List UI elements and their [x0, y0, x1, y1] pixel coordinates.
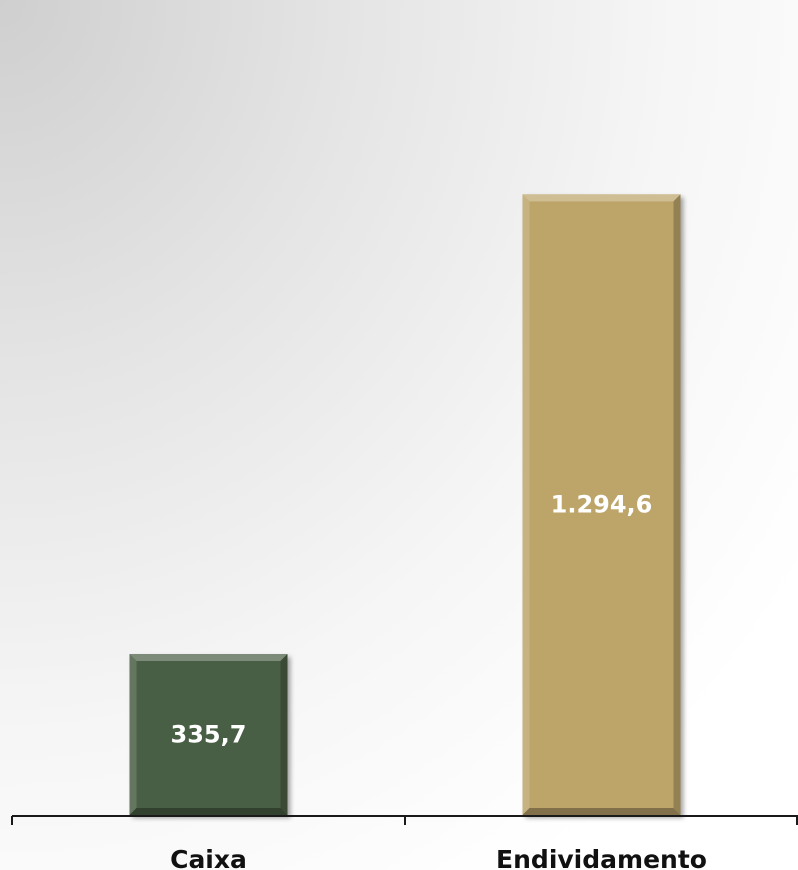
bar-bevel-right	[280, 654, 288, 815]
bar-bevel-bottom	[129, 808, 288, 815]
x-tick-label-caixa: Caixa	[170, 845, 247, 870]
labels-layer: 335,7 Caixa 1.294,6 Endividamento	[170, 491, 707, 870]
bar-bevel-right	[673, 194, 681, 816]
data-label-caixa: 335,7	[171, 721, 247, 749]
bar-caixa	[129, 654, 288, 815]
bar-body	[522, 194, 681, 816]
bar-body	[129, 654, 288, 815]
bar-bevel-top	[522, 194, 681, 202]
x-axis	[11, 815, 798, 825]
bar-bevel-left	[522, 194, 530, 816]
bar-bevel-left	[129, 654, 137, 815]
bars-layer	[129, 194, 681, 816]
x-tick-label-endividamento: Endividamento	[496, 845, 707, 870]
data-label-endividamento: 1.294,6	[551, 491, 653, 519]
bar-bevel-top	[129, 654, 288, 662]
bar-bevel-bottom	[522, 808, 681, 815]
bar-endividamento	[522, 194, 681, 816]
